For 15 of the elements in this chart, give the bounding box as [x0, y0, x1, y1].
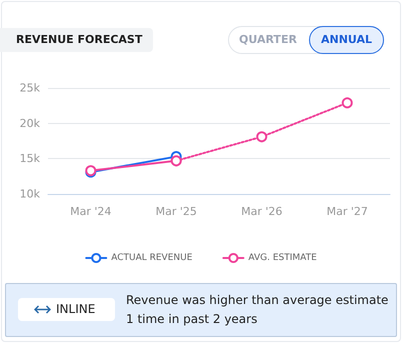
legend-label: ACTUAL REVENUE [111, 253, 193, 263]
x-tick-label: Mar '26 [241, 205, 282, 218]
text: INLINE [56, 301, 96, 318]
text: QUARTER [239, 33, 297, 46]
y-tick-label: 10k [20, 188, 41, 200]
y-tick-label: 20k [20, 116, 41, 130]
text: ANNUAL [309, 26, 384, 54]
x-tick-label: Mar '24 [70, 205, 112, 218]
text: Revenue was higher than average estimate 1 time in past 2 years [126, 292, 390, 328]
x-tick-label: Mar '25 [156, 205, 197, 218]
legend-label: AVG. ESTIMATE [248, 253, 318, 263]
chart-title: REVENUE FORECAST [0, 28, 153, 52]
x-tick-label: Mar '27 [326, 205, 368, 218]
y-tick-label: 25k [20, 82, 41, 94]
y-tick-label: 15k [20, 152, 41, 166]
